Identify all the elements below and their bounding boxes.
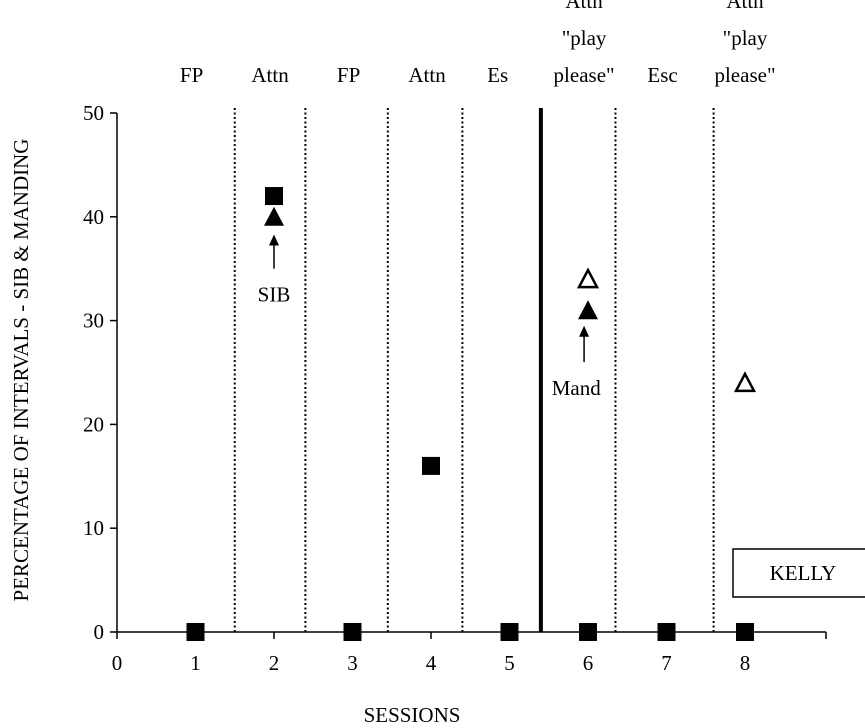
phase-label-line: Attn: [251, 63, 289, 87]
y-axis-title: PERCENTAGE OF INTERVALS - SIB & MANDING: [9, 139, 33, 602]
phase-label-line: please": [714, 63, 775, 87]
phase-label-line: FP: [337, 63, 360, 87]
phase-label-7: Esc: [647, 63, 677, 87]
mand-annotation-label: Mand: [552, 376, 601, 400]
phase-label-line: Esc: [647, 63, 677, 87]
filled-triangle-marker: [578, 300, 598, 320]
sib-arrow-head: [269, 234, 279, 246]
phase-label-line: Attn: [565, 0, 603, 13]
phase-label-line: Attn: [408, 63, 446, 87]
annotations: SIB Mand: [258, 234, 601, 400]
x-tick-label: 8: [740, 651, 751, 675]
data-markers: [186, 187, 757, 641]
x-axis-title: SESSIONS: [364, 703, 461, 727]
phase-label-line: "play: [562, 26, 607, 50]
x-tick-label: 3: [347, 651, 358, 675]
y-tick-label: 30: [83, 309, 104, 333]
square-marker: [343, 623, 362, 641]
square-marker: [579, 623, 597, 641]
y-tick-label: 20: [83, 412, 104, 436]
open-triangle-marker: [733, 371, 757, 393]
y-tick-label: 0: [94, 620, 105, 644]
y-tick-label: 40: [83, 205, 104, 229]
x-tick-label: 6: [583, 651, 594, 675]
square-marker: [657, 623, 676, 641]
x-tick-label: 7: [661, 651, 672, 675]
phase-labels: FP Attn FP Attn Es Attn "play please" Esc Attn "pl…: [180, 0, 776, 87]
mand-arrow-head: [579, 325, 590, 337]
phase-label-1: FP: [180, 63, 203, 87]
sib-annotation-label: SIB: [258, 283, 291, 307]
kelly-label-box: KELLY: [732, 548, 865, 598]
square-marker: [422, 456, 440, 475]
y-tick-label: 50: [83, 101, 104, 125]
x-tick-label: 2: [269, 651, 280, 675]
phase-label-3: FP: [337, 63, 360, 87]
square-marker: [736, 623, 754, 641]
kelly-box-frame: [732, 548, 865, 598]
phase-label-6: Attn "play please": [554, 0, 615, 87]
y-tick-label: 10: [83, 516, 104, 540]
x-tick-label: 4: [426, 651, 437, 675]
phase-label-line: please": [554, 63, 615, 87]
x-ticks: 0 1 2 3 4 5 6 7 8: [112, 632, 827, 675]
open-triangle-marker: [576, 267, 600, 289]
square-marker: [186, 623, 205, 641]
y-ticks: 0 10 20 30 40 50: [83, 101, 117, 644]
phase-lines: [233, 108, 715, 632]
phase-label-4: Attn: [408, 63, 446, 87]
x-tick-label: 5: [504, 651, 515, 675]
square-marker: [265, 187, 283, 206]
phase-label-line: "play: [723, 26, 768, 50]
phase-label-line: Attn: [726, 0, 764, 13]
phase-label-line: FP: [180, 63, 203, 87]
x-tick-label: 0: [112, 651, 123, 675]
x-tick-label: 1: [190, 651, 201, 675]
kelly-label: KELLY: [770, 561, 837, 585]
filled-triangle-marker: [264, 206, 284, 226]
phase-label-line: Es: [487, 63, 508, 87]
axes: [116, 113, 826, 633]
square-marker: [500, 623, 519, 641]
phase-label-2: Attn: [251, 63, 289, 87]
phase-label-5: Es: [487, 63, 508, 87]
phase-label-8: Attn "play please": [714, 0, 775, 87]
